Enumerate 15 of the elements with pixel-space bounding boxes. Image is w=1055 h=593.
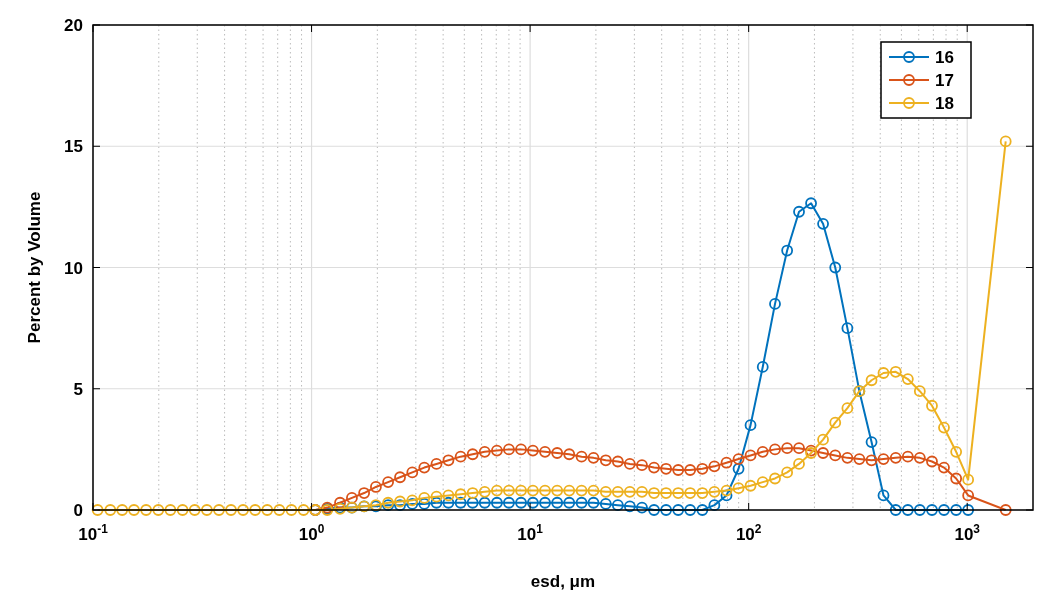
y-tick-label: 15 — [64, 137, 83, 157]
x-tick-label: 10$^{-1}$ — [78, 522, 109, 544]
y-tick-label: 5 — [73, 379, 83, 399]
legend-label: 18 — [935, 94, 954, 113]
y-tick-label: 20 — [64, 16, 83, 35]
legend-label: 16 — [935, 48, 954, 67]
y-tick-label: 10 — [64, 258, 83, 278]
x-tick-label: 10$^{1}$ — [517, 522, 544, 544]
y-tick-label: 0 — [73, 501, 83, 520]
x-tick-label: 10$^{3}$ — [954, 522, 981, 544]
x-tick-label: 10$^{0}$ — [298, 522, 325, 544]
legend-label: 17 — [935, 71, 954, 90]
x-tick-label: 10$^{2}$ — [735, 522, 762, 544]
x-axis-title: esd, μm — [530, 572, 596, 591]
y-axis-title: Percent by Volume — [25, 191, 44, 344]
